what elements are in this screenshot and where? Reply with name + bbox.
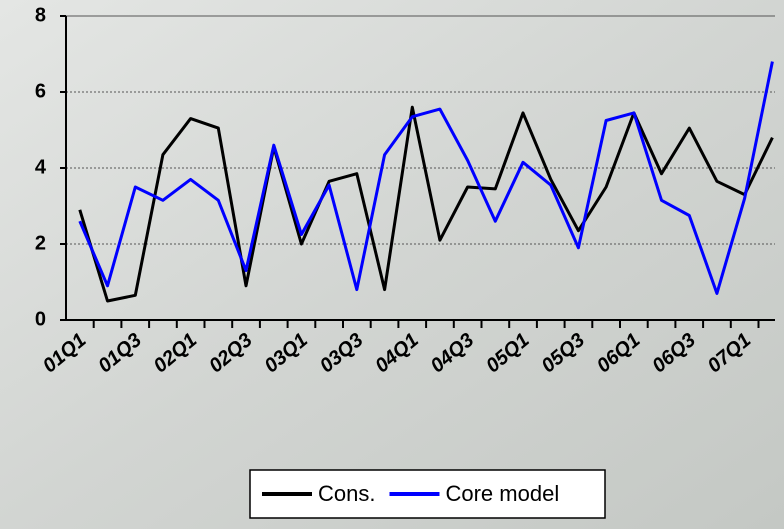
- background: [0, 0, 784, 529]
- legend-label: Cons.: [318, 481, 375, 506]
- y-tick-label: 0: [35, 308, 46, 330]
- page: 0246801Q101Q302Q102Q303Q103Q304Q104Q305Q…: [0, 0, 784, 529]
- y-tick-label: 8: [35, 4, 46, 26]
- y-tick-label: 4: [35, 156, 47, 178]
- legend-label: Core model: [445, 481, 559, 506]
- y-tick-label: 2: [35, 232, 46, 254]
- y-tick-label: 6: [35, 80, 46, 102]
- chart: 0246801Q101Q302Q102Q303Q103Q304Q104Q305Q…: [0, 0, 784, 529]
